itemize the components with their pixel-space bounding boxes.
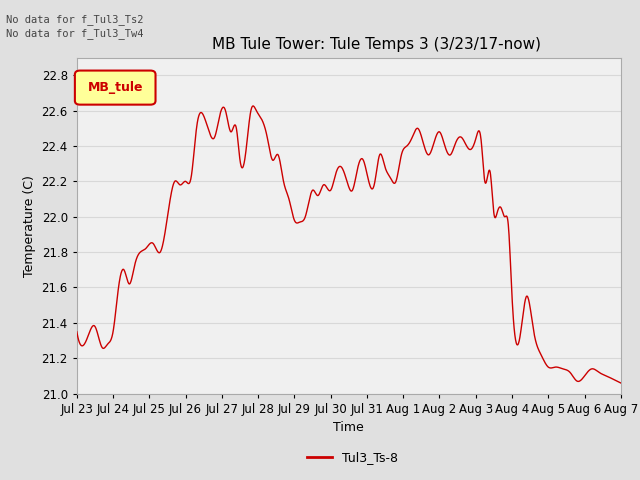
Text: No data for f_Tul3_Tw4: No data for f_Tul3_Tw4: [6, 28, 144, 39]
Y-axis label: Temperature (C): Temperature (C): [23, 175, 36, 276]
Text: No data for f_Tul3_Ts2: No data for f_Tul3_Ts2: [6, 13, 144, 24]
Title: MB Tule Tower: Tule Temps 3 (3/23/17-now): MB Tule Tower: Tule Temps 3 (3/23/17-now…: [211, 37, 541, 52]
Text: MB_tule: MB_tule: [88, 81, 143, 94]
Legend: Tul3_Ts-8: Tul3_Ts-8: [301, 446, 403, 469]
X-axis label: Time: Time: [333, 421, 364, 434]
